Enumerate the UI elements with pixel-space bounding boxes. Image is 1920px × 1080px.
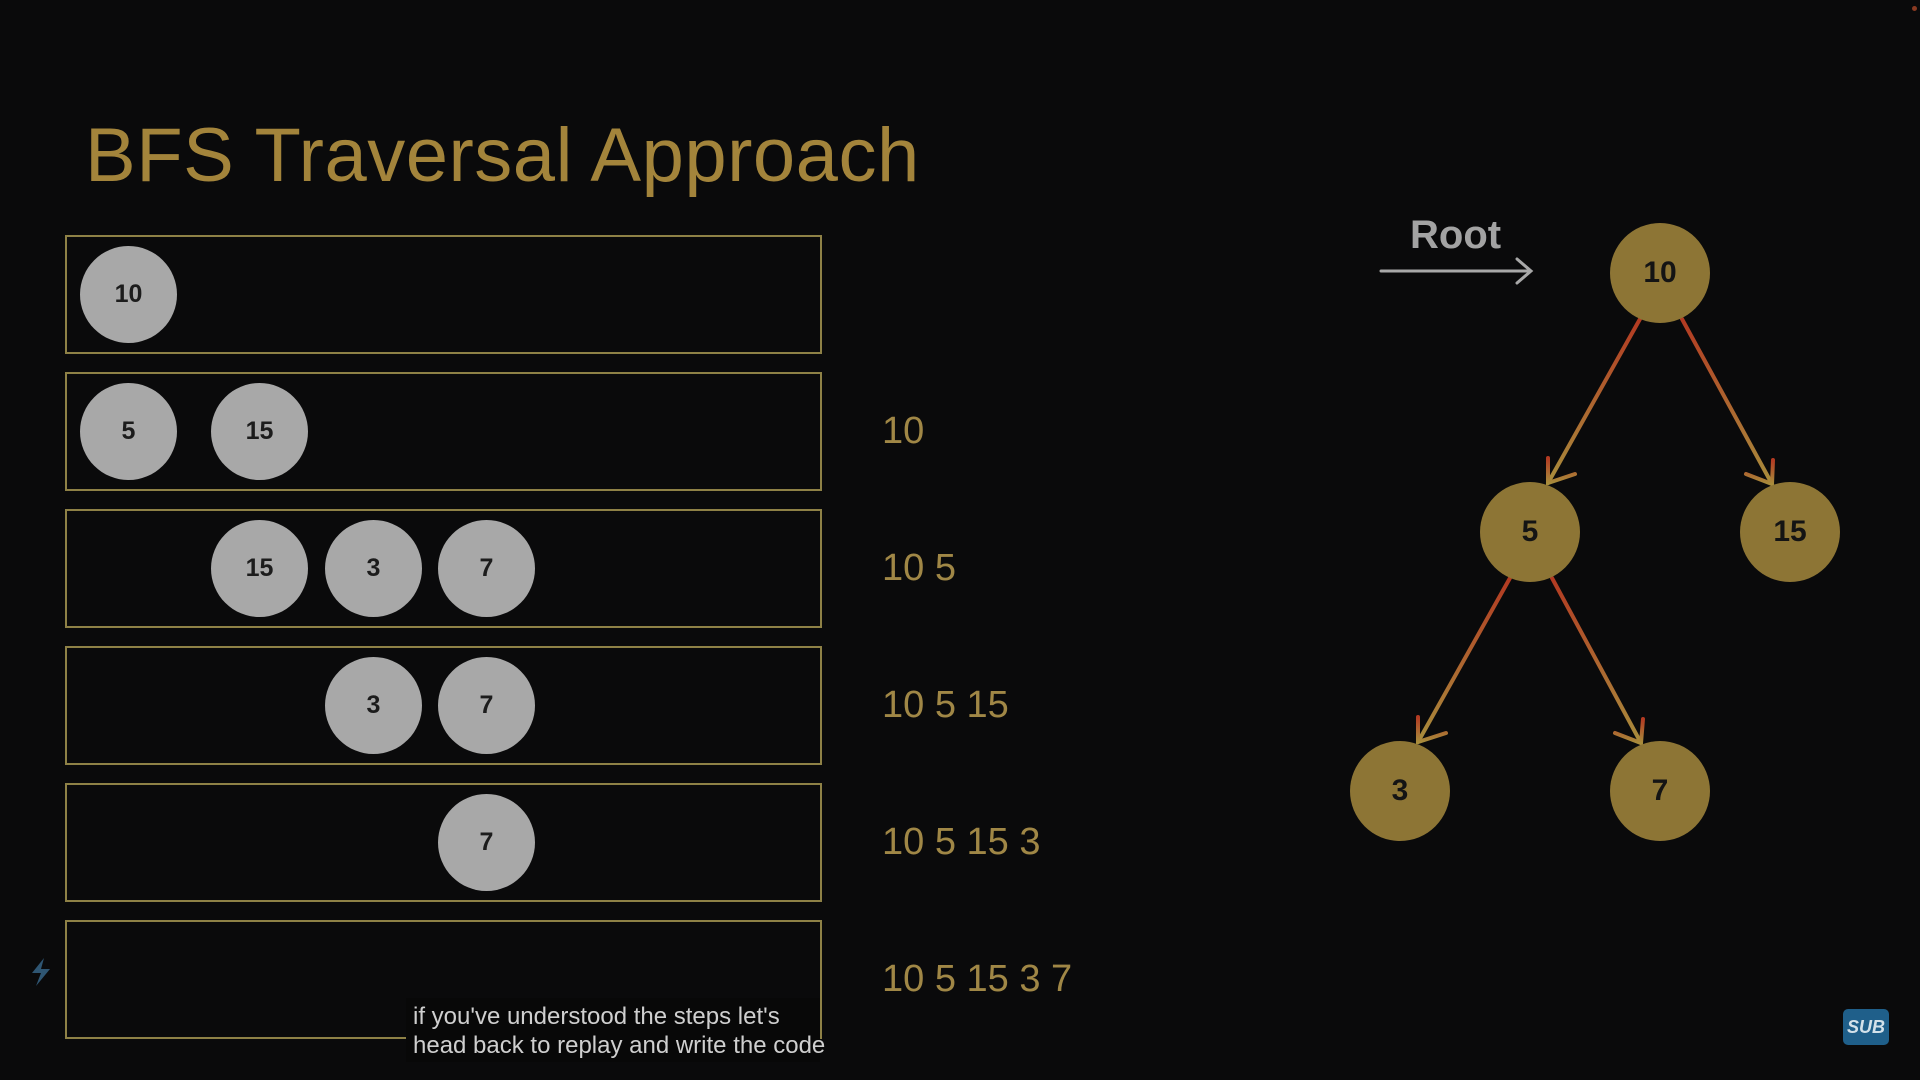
subtitle-caption: if you've understood the steps let's hea… xyxy=(406,998,826,1062)
queue-row-1: 10 xyxy=(65,235,822,354)
slide-title: BFS Traversal Approach xyxy=(85,113,920,198)
queue-row-3: 15 3 7 xyxy=(65,509,822,628)
tree-node: 15 xyxy=(1740,482,1840,582)
root-arrow xyxy=(1379,257,1534,285)
output-sequence: 10 5 15 3 xyxy=(882,821,1041,863)
edge-5-7 xyxy=(1550,576,1645,746)
queue-row-2: 5 15 xyxy=(65,372,822,491)
edge-5-3 xyxy=(1416,576,1512,745)
queue-node: 10 xyxy=(80,246,177,343)
queue-node: 7 xyxy=(438,657,535,754)
subscribe-badge[interactable]: SUB xyxy=(1843,1009,1889,1045)
queue-node: 3 xyxy=(325,657,422,754)
output-sequence: 10 5 15 3 7 xyxy=(882,958,1073,1000)
tree-node: 3 xyxy=(1350,741,1450,841)
queue-row-4: 3 7 xyxy=(65,646,822,765)
queue-node: 5 xyxy=(80,383,177,480)
queue-row-5: 7 xyxy=(65,783,822,902)
queue-node: 15 xyxy=(211,520,308,617)
tree-node-root: 10 xyxy=(1610,223,1710,323)
queue-node: 15 xyxy=(211,383,308,480)
edge-10-15 xyxy=(1680,317,1775,487)
output-sequence: 10 5 15 xyxy=(882,684,1009,726)
queue-node: 7 xyxy=(438,520,535,617)
subtitle-line: if you've understood the steps let's xyxy=(413,1003,780,1030)
output-sequence: 10 5 xyxy=(882,547,956,589)
edge-10-5 xyxy=(1546,317,1642,486)
tree-node: 7 xyxy=(1610,741,1710,841)
root-label: Root xyxy=(1410,213,1502,257)
subtitle-line: head back to replay and write the code xyxy=(413,1032,826,1059)
queue-node: 7 xyxy=(438,794,535,891)
corner-dot-icon xyxy=(1912,6,1917,11)
queue-node: 3 xyxy=(325,520,422,617)
tree-node: 5 xyxy=(1480,482,1580,582)
output-sequence: 10 xyxy=(882,410,925,452)
channel-logo-icon xyxy=(24,955,58,994)
